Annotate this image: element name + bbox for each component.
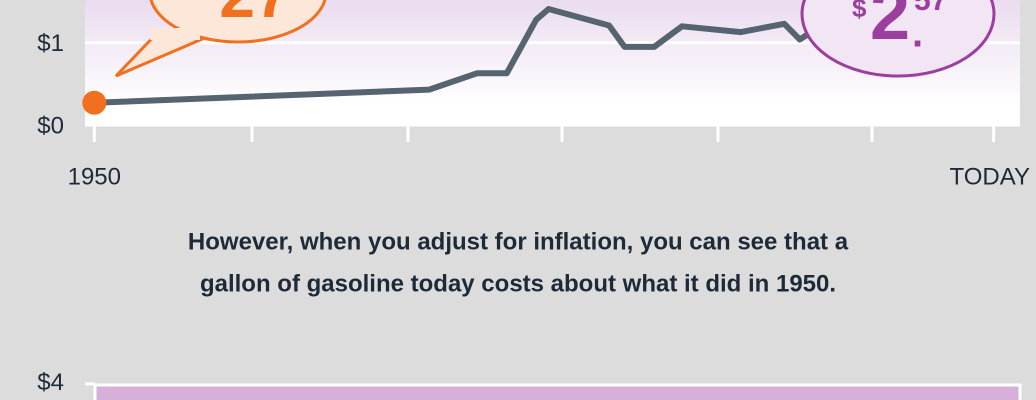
callout-joint (150, 28, 200, 40)
plot-area (93, 383, 1022, 400)
minor-ticks (250, 125, 874, 142)
line (94, 0, 867, 106)
caption-line: However, when you adjust for inflation, … (188, 228, 849, 255)
callout-currency: $ (852, 0, 867, 23)
y-tick-label: $1 (37, 30, 64, 57)
x-tick-label: 1950 (68, 163, 121, 190)
callout-bubble (800, 0, 996, 78)
callout-cents: 57 (914, 0, 947, 17)
y-tick-label: $4 (37, 369, 64, 396)
caption-line: gallon of gasoline today costs about wha… (200, 270, 836, 297)
callout-value: 27 (219, 0, 290, 31)
callout-point: . (912, 12, 923, 56)
x-tick-label: TODAY (950, 163, 1030, 190)
callout-dollars: 2 (870, 0, 910, 55)
start-point (82, 90, 107, 115)
y-tick-label: $0 (37, 112, 64, 139)
